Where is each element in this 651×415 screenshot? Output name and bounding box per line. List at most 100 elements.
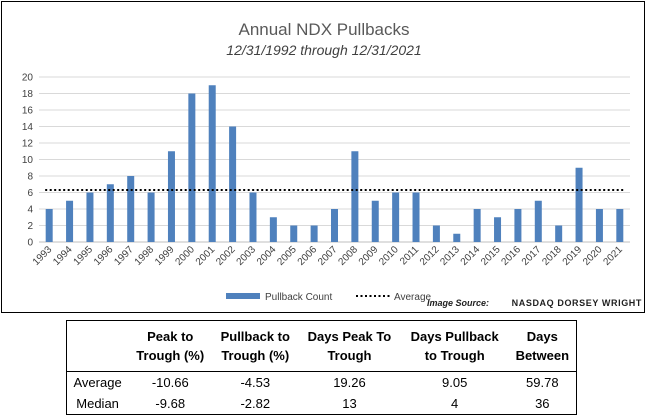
x-tick-label: 2017 [520, 244, 544, 268]
bar-2013 [453, 233, 461, 242]
x-tick-label: 2014 [459, 244, 483, 268]
table-corner-cell [66, 320, 129, 372]
x-tick-label: 2001 [194, 244, 218, 268]
x-tick-label: 2002 [214, 244, 238, 268]
y-tick-label: 6 [27, 188, 33, 199]
x-tick-label: 2008 [336, 244, 360, 268]
bar-2007 [331, 209, 338, 242]
x-axis-ticks: 1993199419951996199719981999200020012002… [31, 244, 625, 268]
x-tick-label: 1993 [31, 244, 55, 268]
table-cell: 4 [451, 396, 459, 411]
legend-label-pullback-count: Pullback Count [265, 292, 332, 303]
table-row: Average -10.66 -4.53 19.26 9.05 59.78 [67, 372, 577, 394]
x-tick-label: 2009 [357, 244, 381, 268]
x-tick-label: 1995 [72, 244, 96, 268]
pullback-stats-table: Peak to Trough (%) Pullback to Trough (%) Da… [66, 320, 577, 415]
bar-2006 [310, 225, 318, 242]
x-tick-label: 2015 [479, 244, 503, 268]
bar-2008 [351, 151, 359, 242]
table-header-row: Peak to Trough (%) Pullback to Trough (%) Da… [66, 320, 577, 372]
legend: Pullback Count Average [226, 292, 432, 303]
x-tick-label: 2010 [377, 244, 401, 268]
x-tick-label: 2000 [173, 244, 197, 268]
x-tick-label: 2021 [601, 244, 625, 268]
x-tick-label: 2012 [418, 244, 442, 268]
x-tick-label: 2006 [296, 244, 320, 268]
column-header: Peak to Trough (%) [128, 320, 213, 372]
y-tick-label: 0 [27, 238, 33, 249]
bar-1997 [127, 176, 135, 242]
legend-swatch-pullback-count [226, 293, 260, 299]
x-tick-label: 2005 [275, 244, 299, 268]
table-cell: 19.26 [333, 375, 366, 390]
table-cell: 36 [535, 396, 550, 411]
chart-subtitle: 12/31/1992 through 12/31/2021 [226, 42, 421, 58]
y-tick-label: 8 [27, 172, 33, 183]
bar-2009 [371, 200, 379, 242]
x-tick-label: 2020 [581, 244, 605, 268]
bar-1993 [45, 209, 53, 242]
y-tick-label: 12 [22, 139, 34, 150]
bar-2019 [575, 167, 583, 242]
bar-2018 [555, 225, 563, 242]
y-tick-label: 2 [27, 221, 33, 232]
table-cell: 59.78 [526, 375, 559, 390]
bar-2011 [412, 192, 420, 242]
bars [45, 85, 624, 242]
table-cell: 13 [342, 396, 357, 411]
chart-frame: Annual NDX Pullbacks 12/31/1992 through … [1, 1, 645, 313]
table-cell: -10.66 [151, 375, 189, 390]
table-cell: -9.68 [155, 396, 186, 411]
bar-2016 [514, 209, 522, 242]
image-source-label: Image Source: [427, 298, 489, 308]
x-tick-label: 1994 [51, 244, 75, 268]
table-cell: 9.05 [442, 375, 468, 390]
x-tick-label: 1999 [153, 244, 177, 268]
row-label: Median [76, 396, 119, 411]
bar-1994 [66, 200, 74, 242]
image-source-name: NASDAQ DORSEY WRIGHT [512, 298, 642, 308]
x-tick-label: 2004 [255, 244, 279, 268]
bar-2004 [269, 217, 277, 242]
y-tick-label: 18 [22, 89, 34, 100]
table-cell: -4.53 [240, 375, 271, 390]
x-tick-label: 2013 [438, 244, 462, 268]
x-tick-label: 2019 [561, 244, 585, 268]
x-tick-label: 1997 [112, 244, 136, 268]
bar-1998 [147, 192, 155, 242]
bar-2003 [249, 192, 257, 242]
bar-2015 [494, 217, 502, 242]
x-tick-label: 2018 [540, 244, 564, 268]
x-tick-label: 1998 [133, 244, 157, 268]
x-tick-label: 2016 [500, 244, 524, 268]
table-row: Median -9.68 -2.82 13 4 36 [67, 393, 577, 415]
bar-2002 [229, 126, 237, 242]
bar-2012 [432, 225, 440, 242]
legend-label-average: Average [394, 292, 432, 303]
bar-2021 [616, 209, 624, 242]
bar-1995 [86, 192, 94, 242]
bar-2017 [534, 200, 542, 242]
y-tick-label: 14 [22, 122, 34, 133]
y-tick-label: 4 [27, 205, 33, 216]
bar-2014 [473, 209, 481, 242]
row-label: Average [73, 375, 122, 390]
chart-title: Annual NDX Pullbacks [238, 20, 409, 39]
bar-2001 [208, 85, 216, 242]
x-tick-label: 1996 [92, 244, 116, 268]
bar-2000 [188, 93, 196, 242]
x-tick-label: 2007 [316, 244, 340, 268]
y-axis-ticks: 0 2 4 6 8 10 12 14 16 18 20 [22, 73, 34, 249]
x-tick-label: 2011 [398, 244, 421, 267]
bar-1996 [106, 184, 114, 242]
y-tick-label: 16 [22, 106, 34, 117]
bar-1999 [167, 151, 175, 242]
column-header: Pullback to Trough (%) [212, 320, 299, 372]
table-cell: -2.82 [240, 396, 271, 411]
y-tick-label: 10 [22, 155, 34, 166]
table-body: Average -10.66 -4.53 19.26 9.05 59.78 Median -9… [67, 372, 577, 415]
bar-chart: Annual NDX Pullbacks 12/31/1992 through … [22, 20, 642, 308]
bar-2005 [290, 225, 298, 242]
bar-2020 [595, 209, 603, 242]
x-tick-label: 2003 [235, 244, 259, 268]
